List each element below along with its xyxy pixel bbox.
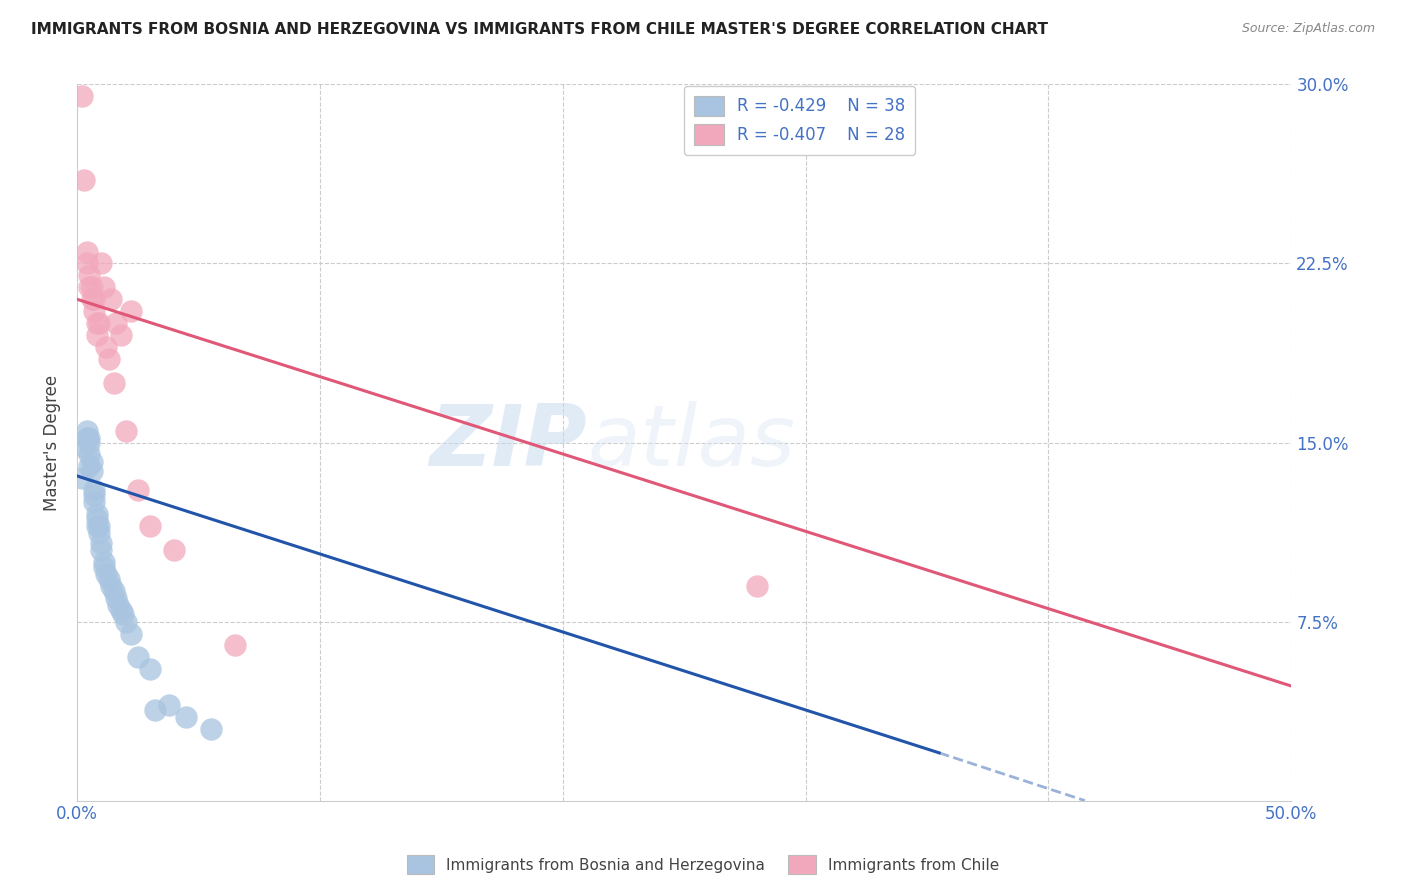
Point (114, 615, 136, 629)
Point (80, 455, 103, 469)
Text: ZIP: ZIP (429, 401, 588, 484)
Point (120, 304, 142, 318)
Point (83, 293, 105, 307)
Point (96, 566, 118, 581)
Point (83, 495, 105, 509)
Point (163, 543, 186, 558)
Point (90, 536, 112, 550)
Point (90, 256, 112, 270)
Text: atlas: atlas (588, 401, 794, 484)
Point (157, 698, 180, 713)
Point (97, 572, 120, 586)
Point (127, 483, 149, 498)
Point (93, 280, 115, 294)
Point (80, 293, 103, 307)
Point (114, 424, 136, 438)
Point (93, 559, 115, 574)
Point (100, 579, 122, 593)
Point (90, 543, 112, 558)
Point (77, 447, 100, 461)
Point (70, 89, 93, 103)
Point (76, 431, 98, 445)
Point (73, 173, 96, 187)
Point (200, 722, 222, 736)
Point (76, 424, 98, 438)
Point (110, 602, 132, 616)
Point (77, 280, 100, 294)
Point (80, 280, 103, 294)
Point (86, 519, 108, 533)
Point (112, 607, 135, 622)
Point (77, 431, 100, 445)
Point (107, 598, 129, 612)
Point (83, 304, 105, 318)
Point (103, 376, 125, 390)
Point (139, 662, 162, 676)
Legend: R = -0.429    N = 38, R = -0.407    N = 28: R = -0.429 N = 38, R = -0.407 N = 28 (683, 86, 915, 154)
Point (96, 340, 118, 354)
Point (86, 507, 108, 521)
Point (76, 256, 98, 270)
Point (97, 351, 120, 366)
Point (77, 268, 100, 283)
Point (77, 435, 100, 450)
Point (83, 483, 105, 498)
Point (104, 591, 127, 605)
Point (127, 650, 149, 665)
Point (73, 440, 96, 454)
Point (80, 464, 103, 478)
Y-axis label: Master's Degree: Master's Degree (44, 375, 60, 510)
Point (86, 512, 108, 526)
Point (83, 488, 105, 502)
Point (224, 639, 246, 653)
Point (120, 626, 142, 640)
Point (87, 526, 110, 541)
Legend: Immigrants from Bosnia and Herzegovina, Immigrants from Chile: Immigrants from Bosnia and Herzegovina, … (401, 849, 1005, 880)
Point (104, 316, 127, 330)
Point (86, 316, 108, 330)
Point (93, 555, 115, 569)
Text: IMMIGRANTS FROM BOSNIA AND HERZEGOVINA VS IMMIGRANTS FROM CHILE MASTER'S DEGREE : IMMIGRANTS FROM BOSNIA AND HERZEGOVINA V… (31, 22, 1047, 37)
Point (139, 519, 162, 533)
Point (143, 703, 166, 717)
Text: Source: ZipAtlas.com: Source: ZipAtlas.com (1241, 22, 1375, 36)
Point (103, 583, 125, 598)
Point (77, 459, 100, 474)
Point (87, 316, 110, 330)
Point (176, 710, 198, 724)
Point (110, 328, 132, 343)
Point (86, 328, 108, 343)
Point (76, 244, 98, 259)
Point (70, 471, 93, 485)
Point (745, 579, 768, 593)
Point (87, 519, 110, 533)
Point (100, 293, 122, 307)
